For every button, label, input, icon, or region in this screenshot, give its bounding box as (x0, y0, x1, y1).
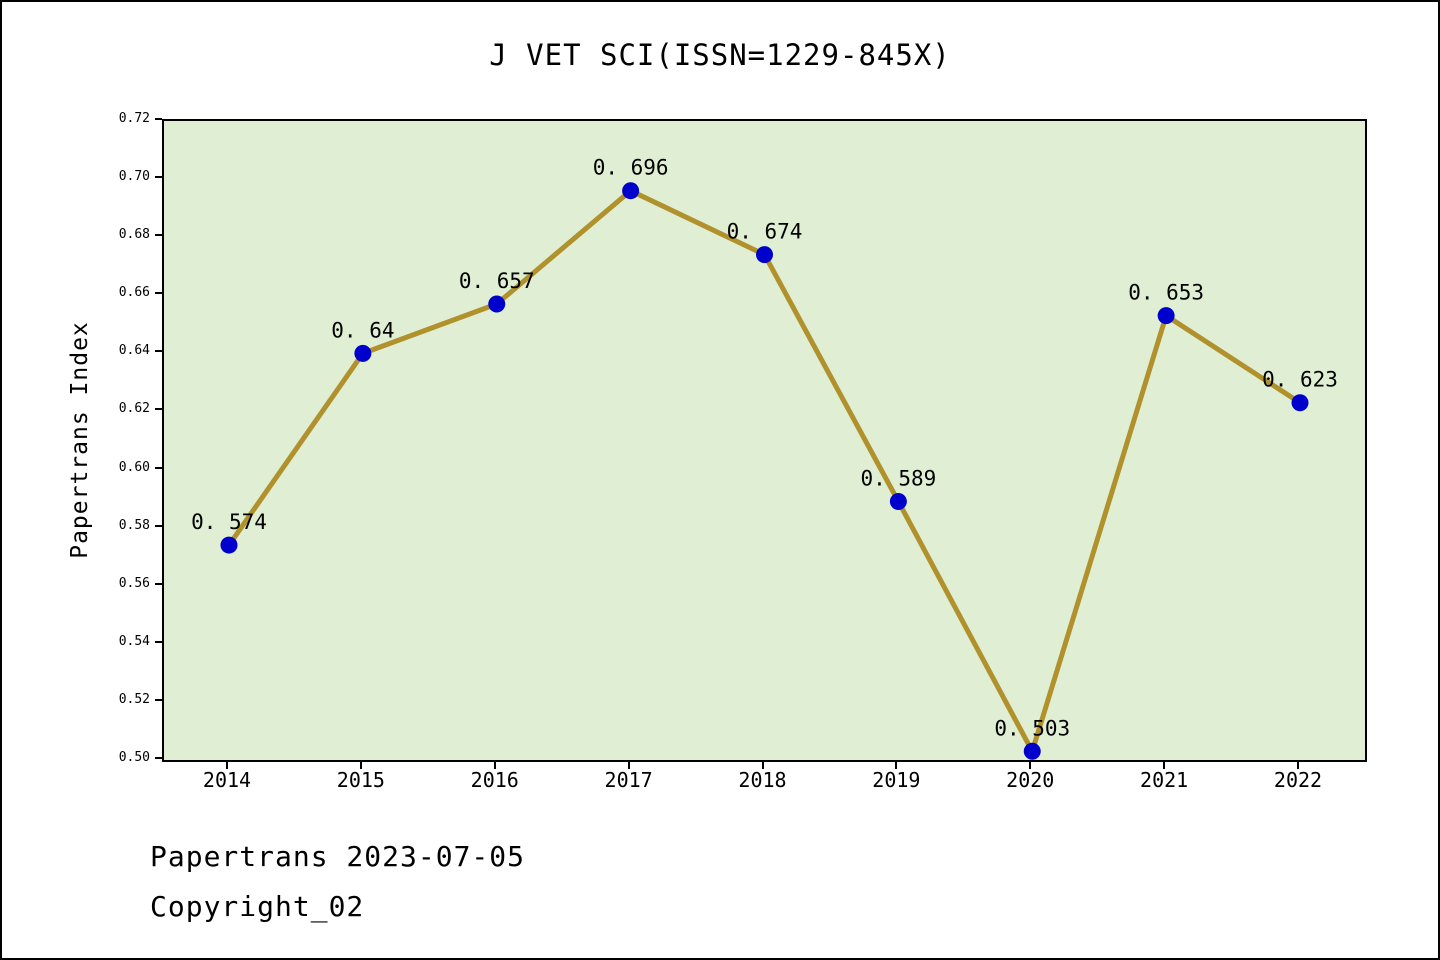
y-tick-0.56: 0.56 (118, 575, 150, 591)
data-point-2015 (354, 344, 372, 362)
y-tick-mark (155, 640, 162, 643)
data-point-2014 (220, 536, 238, 554)
y-tick-mark (155, 350, 162, 353)
x-tick-2020: 2020 (1006, 768, 1055, 792)
x-tick-mark (1297, 762, 1299, 769)
x-tick-2017: 2017 (604, 768, 653, 792)
y-tick-mark (155, 292, 162, 295)
y-tick-mark (155, 524, 162, 527)
y-tick-mark (155, 176, 162, 179)
y-tick-0.72: 0.72 (118, 111, 150, 126)
y-tick-0.52: 0.52 (118, 691, 150, 707)
x-tick-mark (359, 762, 362, 769)
y-tick-0.50: 0.50 (118, 750, 150, 765)
y-tick-0.66: 0.66 (118, 285, 150, 301)
data-point-2017 (622, 182, 640, 200)
x-tick-2015: 2015 (336, 768, 385, 792)
data-point-2016 (488, 295, 506, 313)
plot-area: 0. 574 0. 64 0. 657 0. 696 0. 674 0. 589 0. 50… (162, 119, 1367, 762)
x-tick-mark (493, 762, 496, 769)
data-label-2018: 0. 674 (727, 220, 803, 244)
y-tick-mark (155, 466, 162, 469)
x-tick-mark (895, 762, 898, 769)
data-label-2021: 0. 653 (1128, 281, 1204, 305)
line-chart-svg: 0. 574 0. 64 0. 657 0. 696 0. 674 0. 589 0. 50… (191, 156, 1338, 760)
x-tick-2014: 2014 (202, 768, 252, 792)
data-label-2016: 0. 657 (459, 269, 535, 293)
y-tick-0.54: 0.54 (118, 633, 150, 649)
data-label-2019: 0. 589 (860, 466, 936, 490)
data-label-2014: 0. 574 (191, 510, 267, 534)
line-series (226, 188, 1302, 754)
data-label-2015: 0. 64 (331, 318, 394, 342)
y-tick-mark (155, 408, 162, 411)
data-point-2022 (1291, 394, 1309, 412)
x-tick-mark (627, 762, 630, 769)
data-label-2020: 0. 503 (994, 716, 1070, 740)
data-point-2019 (889, 492, 907, 510)
x-tick-mark (226, 762, 228, 769)
x-tick-mark (761, 762, 764, 769)
x-tick-2022: 2022 (1273, 768, 1323, 792)
data-label-2017: 0. 696 (593, 156, 669, 180)
y-tick-0.60: 0.60 (118, 459, 150, 475)
chart-title: J VET SCI(ISSN=1229-845X) (489, 38, 951, 72)
x-tick-2016: 2016 (470, 768, 519, 792)
x-tick-2019: 2019 (872, 768, 921, 792)
y-tick-mark (155, 582, 162, 585)
y-tick-0.62: 0.62 (118, 401, 150, 417)
y-tick-mark (155, 698, 162, 701)
data-point-2021 (1157, 307, 1175, 325)
data-point-2020 (1023, 742, 1041, 760)
x-tick-2021: 2021 (1140, 768, 1189, 792)
data-label-2022: 0. 623 (1262, 368, 1338, 392)
x-tick-mark (1029, 762, 1032, 769)
x-tick-mark (1163, 762, 1166, 769)
y-tick-0.70: 0.70 (118, 169, 150, 185)
y-tick-0.64: 0.64 (118, 343, 150, 359)
y-tick-0.68: 0.68 (118, 227, 150, 243)
footer-date: Papertrans 2023-07-05 (150, 840, 526, 873)
data-point-2018 (756, 246, 773, 264)
footer-copyright: Copyright_02 (150, 890, 365, 923)
x-tick-2018: 2018 (738, 768, 787, 792)
y-tick-0.58: 0.58 (118, 517, 150, 533)
y-tick-mark (155, 118, 162, 120)
y-axis-label: Papertrans Index (67, 321, 93, 559)
y-tick-mark (155, 757, 162, 759)
y-tick-mark (155, 234, 162, 237)
